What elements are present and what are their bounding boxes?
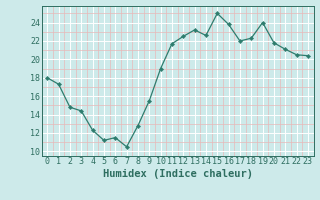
X-axis label: Humidex (Indice chaleur): Humidex (Indice chaleur) [103, 169, 252, 179]
